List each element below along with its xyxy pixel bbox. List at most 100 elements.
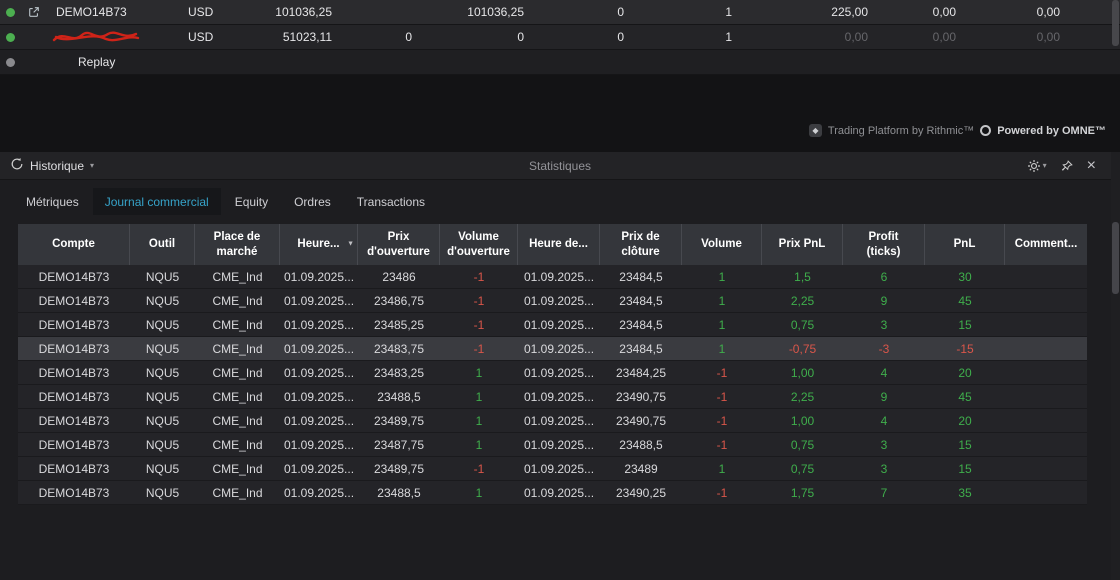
trade-row[interactable]: DEMO14B73NQU5CME_Ind01.09.2025...23485,2… bbox=[18, 313, 1087, 337]
column-header[interactable]: PnL bbox=[925, 224, 1005, 265]
trade-cell: 23484,5 bbox=[600, 337, 682, 360]
trade-cell: -1 bbox=[440, 289, 518, 312]
tab-equity[interactable]: Equity bbox=[223, 188, 280, 215]
column-header[interactable]: Heure...▼ bbox=[280, 224, 358, 265]
trade-cell: 01.09.2025... bbox=[280, 385, 358, 408]
trade-cell: -1 bbox=[682, 409, 762, 432]
history-menu[interactable]: Historique ▾ bbox=[10, 157, 94, 174]
trade-cell: CME_Ind bbox=[195, 433, 280, 456]
trade-cell bbox=[1005, 289, 1087, 312]
trade-cell bbox=[1005, 265, 1087, 288]
trade-cell: 01.09.2025... bbox=[280, 265, 358, 288]
account-value: 1 bbox=[626, 5, 734, 19]
trade-cell: 1 bbox=[682, 265, 762, 288]
trade-cell: 23489 bbox=[600, 457, 682, 480]
accounts-panel: DEMO14B73USD101036,25101036,2501225,000,… bbox=[0, 0, 1120, 152]
trade-row[interactable]: DEMO14B73NQU5CME_Ind01.09.2025...23486,7… bbox=[18, 289, 1087, 313]
trade-cell: 1 bbox=[682, 457, 762, 480]
trade-row[interactable]: DEMO14B73NQU5CME_Ind01.09.2025...23488,5… bbox=[18, 481, 1087, 505]
trade-cell: 9 bbox=[843, 385, 925, 408]
trade-cell: -1 bbox=[682, 385, 762, 408]
account-row[interactable]: DEMO14B73USD101036,25101036,2501225,000,… bbox=[0, 0, 1120, 25]
trade-row[interactable]: DEMO14B73NQU5CME_Ind01.09.2025...23483,7… bbox=[18, 337, 1087, 361]
trade-cell: 3 bbox=[843, 457, 925, 480]
account-name: Replay bbox=[48, 50, 182, 74]
column-header[interactable]: Volume bbox=[682, 224, 762, 265]
trade-cell: 01.09.2025... bbox=[518, 337, 600, 360]
account-row[interactable]: USD51023,1100010,000,000,00 bbox=[0, 25, 1120, 50]
platform-footer: ◆ Trading Platform by Rithmic™ Powered b… bbox=[809, 124, 1106, 137]
stats-tabs: MétriquesJournal commercialEquityOrdresT… bbox=[0, 188, 1120, 215]
omne-logo-icon bbox=[980, 125, 991, 136]
external-link-icon[interactable] bbox=[20, 6, 48, 18]
settings-button[interactable]: ▾ bbox=[1027, 159, 1047, 173]
rithmic-logo-icon: ◆ bbox=[809, 124, 822, 137]
tab-m-triques[interactable]: Métriques bbox=[14, 188, 91, 215]
tab-ordres[interactable]: Ordres bbox=[282, 188, 343, 215]
column-header[interactable]: Compte bbox=[18, 224, 130, 265]
account-value: 0 bbox=[526, 5, 626, 19]
trade-row[interactable]: DEMO14B73NQU5CME_Ind01.09.2025...23483,2… bbox=[18, 361, 1087, 385]
status-cell bbox=[0, 33, 20, 42]
column-header[interactable]: Profit (ticks) bbox=[843, 224, 925, 265]
trade-cell: NQU5 bbox=[130, 289, 195, 312]
column-header[interactable]: Heure de... bbox=[518, 224, 600, 265]
trade-cell: DEMO14B73 bbox=[18, 457, 130, 480]
trade-cell: 2,25 bbox=[762, 385, 843, 408]
trade-cell: CME_Ind bbox=[195, 481, 280, 504]
column-header[interactable]: Prix d'ouverture bbox=[358, 224, 440, 265]
omne-credit: Powered by OMNE™ bbox=[997, 125, 1106, 137]
trade-cell: 01.09.2025... bbox=[518, 385, 600, 408]
tab-journal-commercial[interactable]: Journal commercial bbox=[93, 188, 221, 215]
account-value: 0,00 bbox=[734, 30, 870, 44]
trade-cell bbox=[1005, 313, 1087, 336]
trade-cell: 0,75 bbox=[762, 313, 843, 336]
trade-cell: 1 bbox=[440, 433, 518, 456]
trade-row[interactable]: DEMO14B73NQU5CME_Ind01.09.2025...23486-1… bbox=[18, 265, 1087, 289]
scrollbar[interactable] bbox=[1111, 152, 1120, 580]
trade-cell: 35 bbox=[925, 481, 1005, 504]
account-value: 101036,25 bbox=[234, 5, 334, 19]
trade-cell: 23490,75 bbox=[600, 385, 682, 408]
scrollbar-thumb-top[interactable] bbox=[1112, 0, 1119, 46]
trade-cell: 23484,5 bbox=[600, 265, 682, 288]
trade-cell: 1 bbox=[440, 361, 518, 384]
trade-cell: 15 bbox=[925, 457, 1005, 480]
trades-table: CompteOutilPlace de marchéHeure...▼Prix … bbox=[18, 224, 1087, 505]
column-header[interactable]: Prix de clôture bbox=[600, 224, 682, 265]
trade-row[interactable]: DEMO14B73NQU5CME_Ind01.09.2025...23489,7… bbox=[18, 409, 1087, 433]
pin-button[interactable] bbox=[1061, 160, 1073, 172]
trade-row[interactable]: DEMO14B73NQU5CME_Ind01.09.2025...23489,7… bbox=[18, 457, 1087, 481]
trade-cell: 3 bbox=[843, 313, 925, 336]
column-header[interactable]: Outil bbox=[130, 224, 195, 265]
sort-arrow-icon[interactable]: ▼ bbox=[347, 240, 354, 249]
column-header[interactable]: Prix PnL bbox=[762, 224, 843, 265]
column-header[interactable]: Volume d'ouverture bbox=[440, 224, 518, 265]
trade-cell bbox=[1005, 361, 1087, 384]
trade-row[interactable]: DEMO14B73NQU5CME_Ind01.09.2025...23488,5… bbox=[18, 385, 1087, 409]
trade-cell: 01.09.2025... bbox=[518, 313, 600, 336]
account-value: 101036,25 bbox=[414, 5, 526, 19]
column-header[interactable]: Place de marché bbox=[195, 224, 280, 265]
history-menu-label: Historique bbox=[30, 159, 84, 173]
chevron-down-icon: ▾ bbox=[90, 161, 94, 170]
trade-cell: 2,25 bbox=[762, 289, 843, 312]
trade-cell: 23488,5 bbox=[358, 481, 440, 504]
account-value: 0,00 bbox=[958, 30, 1062, 44]
trade-cell: -3 bbox=[843, 337, 925, 360]
trade-cell: DEMO14B73 bbox=[18, 313, 130, 336]
trade-cell: -1 bbox=[440, 457, 518, 480]
trade-cell: CME_Ind bbox=[195, 313, 280, 336]
column-header[interactable]: Comment... bbox=[1005, 224, 1087, 265]
trade-cell: -0,75 bbox=[762, 337, 843, 360]
scrollbar-thumb[interactable] bbox=[1112, 222, 1119, 294]
trade-cell: 1 bbox=[440, 385, 518, 408]
settings-caret-icon: ▾ bbox=[1043, 161, 1047, 170]
close-button[interactable]: × bbox=[1087, 158, 1096, 174]
tab-transactions[interactable]: Transactions bbox=[345, 188, 437, 215]
trade-cell: -15 bbox=[925, 337, 1005, 360]
account-row[interactable]: Replay bbox=[0, 50, 1120, 75]
trade-row[interactable]: DEMO14B73NQU5CME_Ind01.09.2025...23487,7… bbox=[18, 433, 1087, 457]
trade-cell: NQU5 bbox=[130, 457, 195, 480]
statistics-header: Historique ▾ Statistiques ▾ × bbox=[0, 152, 1120, 180]
